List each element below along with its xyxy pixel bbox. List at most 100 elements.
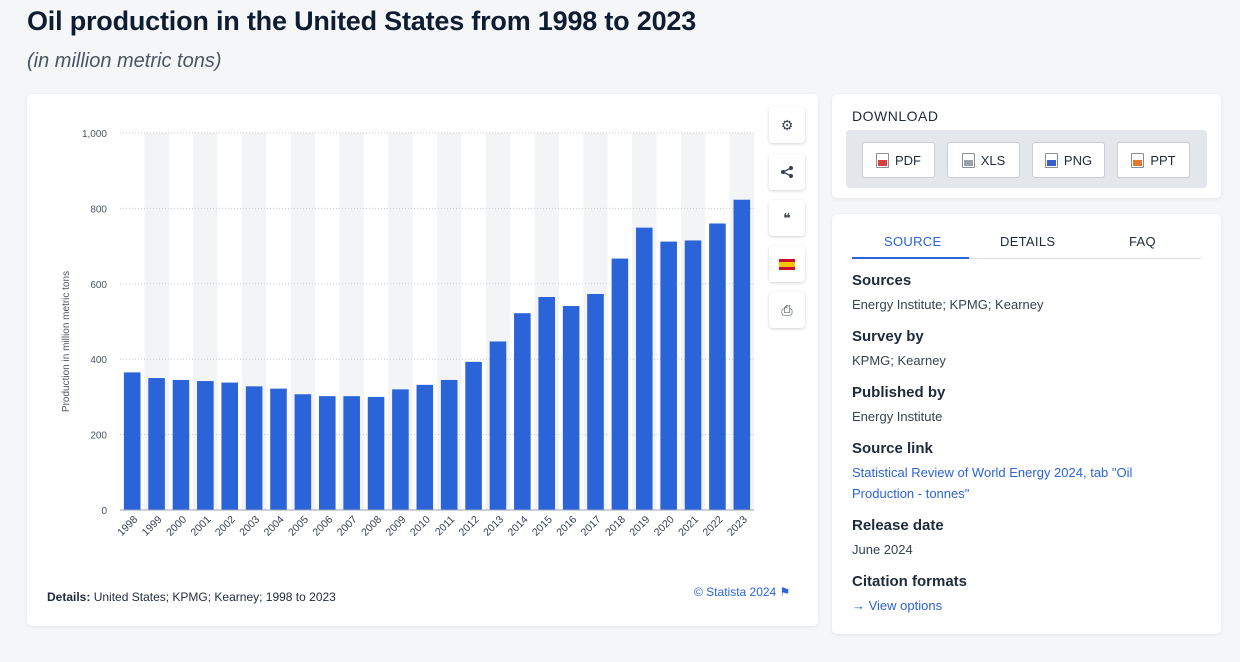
published-value: Energy Institute [852, 409, 943, 424]
x-tick-label: 2009 [384, 514, 409, 539]
x-tick-label: 2000 [164, 514, 189, 539]
bar-1998 [123, 372, 141, 510]
bar-2013 [489, 341, 507, 510]
x-tick-label: 2018 [603, 514, 628, 539]
bar-2020 [660, 241, 677, 511]
quote-icon: ❝ [783, 209, 791, 226]
download-xls-label: XLS [980, 152, 1006, 168]
bar-1999 [148, 378, 165, 510]
gear-icon: ⚙ [780, 116, 794, 133]
x-tick-label: 2015 [530, 514, 555, 539]
tab-details[interactable]: DETAILS [1000, 234, 1056, 249]
y-tick-label: 1,000 [82, 129, 107, 140]
printer-icon: ⎙ [781, 301, 793, 318]
x-tick-label: 2023 [725, 514, 750, 539]
download-png-button[interactable]: PNG [1032, 142, 1105, 178]
bar-2021 [684, 240, 702, 510]
x-tick-label: 2012 [457, 514, 482, 539]
y-axis-label: Production in million metric tons [61, 271, 72, 412]
source-tabs: SOURCE DETAILS FAQ [852, 234, 1201, 259]
download-ppt-button[interactable]: PPT [1117, 142, 1190, 178]
y-tick-label: 600 [90, 280, 107, 291]
details-label: Details: [47, 590, 91, 604]
share-icon [781, 166, 793, 178]
share-button[interactable] [769, 154, 805, 190]
x-tick-label: 2016 [554, 514, 579, 539]
bar-2000 [172, 379, 190, 510]
print-button[interactable]: ⎙ [769, 292, 805, 328]
tab-source[interactable]: SOURCE [884, 234, 942, 249]
x-tick-label: 2021 [676, 514, 701, 539]
x-tick-label: 2017 [579, 514, 604, 539]
source-card: SOURCE DETAILS FAQ Sources Energy Instit… [832, 214, 1221, 634]
y-tick-label: 200 [90, 431, 107, 442]
x-tick-label: 2003 [237, 514, 262, 539]
survey-heading: Survey by [852, 328, 924, 345]
x-tick-label: 1998 [115, 514, 140, 539]
download-xls-button[interactable]: XLS [947, 142, 1020, 178]
x-tick-label: 2010 [408, 514, 433, 539]
x-tick-label: 2022 [701, 514, 726, 539]
download-png-label: PNG [1063, 152, 1093, 168]
bar-2015 [538, 296, 556, 510]
chart-card: 0 200 400 600 800 1,000 1998 1999 2000 2001 2002 20… [27, 94, 818, 626]
ppt-file-icon [1131, 152, 1145, 168]
x-tick-label: 2006 [310, 514, 335, 539]
view-options-link[interactable]: → View options [852, 598, 943, 613]
bar-2005 [294, 394, 312, 510]
download-ppt-label: PPT [1150, 152, 1176, 168]
release-heading: Release date [852, 517, 944, 534]
bar-2011 [440, 379, 458, 510]
bar-2017 [587, 293, 604, 510]
details-text: United States; KPMG; Kearney; 1998 to 20… [93, 590, 336, 604]
download-card: DOWNLOAD PDF XLS PNG PPT [832, 94, 1221, 198]
sources-heading: Sources [852, 272, 912, 289]
y-tick-label: 400 [90, 355, 107, 366]
bar-2016 [562, 306, 580, 510]
bar-2022 [709, 223, 726, 511]
x-tick-label: 2019 [627, 514, 652, 539]
bar-2002 [221, 382, 239, 510]
language-button[interactable] [769, 246, 805, 282]
x-tick-label: 2002 [213, 514, 238, 539]
flag-icon [779, 258, 795, 270]
page-subtitle: (in million metric tons) [27, 50, 222, 72]
bar-2003 [245, 386, 263, 510]
bar-2009 [392, 389, 409, 510]
x-tick-label: 2004 [262, 514, 287, 539]
tab-faq[interactable]: FAQ [1129, 234, 1156, 249]
bar-2004 [270, 388, 287, 510]
download-title: DOWNLOAD [852, 108, 939, 124]
bar-2012 [465, 361, 482, 510]
x-tick-label: 2007 [335, 514, 360, 539]
y-tick-label: 0 [101, 506, 107, 517]
published-heading: Published by [852, 384, 946, 401]
png-file-icon [1044, 152, 1058, 168]
source-link[interactable]: Statistical Review of World Energy 2024,… [852, 465, 1133, 501]
cite-button[interactable]: ❝ [769, 200, 805, 236]
page-title: Oil production in the United States from… [27, 6, 697, 36]
xls-file-icon [961, 152, 975, 168]
x-tick-label: 2013 [481, 514, 506, 539]
active-tab-indicator [852, 257, 969, 259]
bar-2019 [635, 227, 653, 510]
bar-2014 [514, 313, 531, 510]
sources-value: Energy Institute; KPMG; Kearney [852, 297, 1044, 312]
citation-heading: Citation formats [852, 573, 968, 590]
download-pdf-label: PDF [895, 152, 921, 168]
bar-2018 [611, 258, 629, 510]
download-bar: PDF XLS PNG PPT [846, 130, 1207, 188]
bar-2023 [733, 199, 751, 510]
x-tick-label: 1999 [140, 514, 165, 539]
x-tick-label: 2005 [286, 514, 311, 539]
chart-details: Details: United States; KPMG; Kearney; 1… [47, 590, 336, 604]
copyright-link[interactable]: © Statista 2024 ⚑ [694, 585, 791, 599]
settings-button[interactable]: ⚙ [769, 107, 805, 143]
y-tick-label: 800 [90, 204, 107, 215]
bar-2006 [318, 396, 336, 510]
download-pdf-button[interactable]: PDF [862, 142, 935, 178]
x-tick-label: 2014 [505, 514, 530, 539]
bar-2007 [343, 396, 360, 510]
